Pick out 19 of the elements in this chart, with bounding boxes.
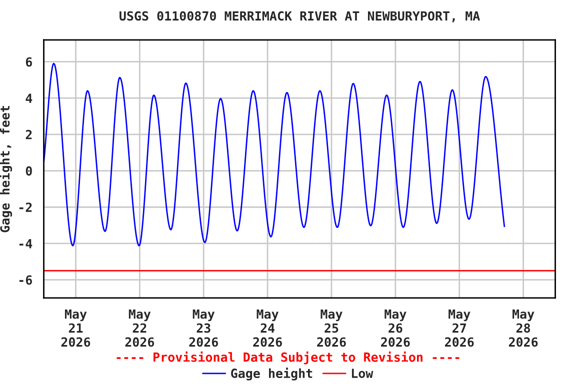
- legend-label: Gage height: [231, 368, 312, 380]
- y-tick-label: -6: [19, 275, 32, 285]
- y-tick-label: 4: [26, 94, 32, 103]
- x-tick-label: May 27 2026: [445, 309, 474, 347]
- x-tick-label: May 22 2026: [125, 309, 154, 347]
- x-tick-label: May 25 2026: [317, 309, 346, 347]
- x-tick-label: May 21 2026: [61, 309, 90, 347]
- x-tick-label: May 23 2026: [189, 309, 218, 347]
- x-tick-label: May 28 2026: [508, 309, 538, 347]
- text: ---- Provisional Data Subject to Revision ----: [116, 352, 460, 364]
- legend-label: Low: [352, 368, 374, 378]
- y-tick-label: 2: [26, 130, 32, 140]
- x-tick-label: May 26 2026: [381, 309, 410, 347]
- y-tick-label: -2: [19, 202, 32, 212]
- y-tick-label: 6: [26, 57, 32, 67]
- y-tick-label: -4: [19, 239, 32, 248]
- y-tick-label: 0: [26, 166, 32, 176]
- chart-title: USGS 01100870 MERRIMACK RIVER AT NEWBURYPORT, MA: [120, 11, 480, 22]
- x-tick-label: May 24 2026: [253, 309, 282, 347]
